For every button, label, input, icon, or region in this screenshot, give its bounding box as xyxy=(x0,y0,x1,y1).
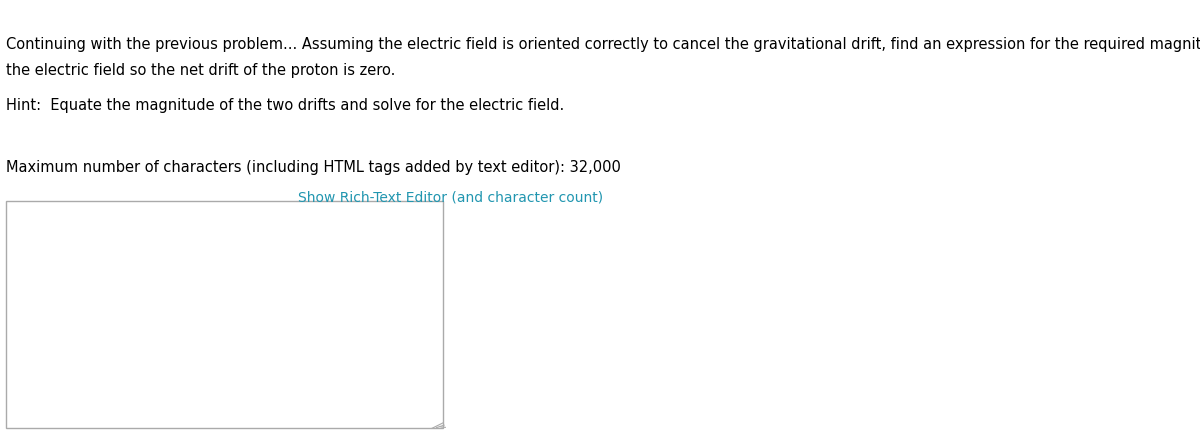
Text: Hint:  Equate the magnitude of the two drifts and solve for the electric field.: Hint: Equate the magnitude of the two dr… xyxy=(6,98,564,113)
Text: Continuing with the previous problem... Assuming the electric field is oriented : Continuing with the previous problem... … xyxy=(6,37,1200,52)
FancyBboxPatch shape xyxy=(6,201,443,428)
Text: the electric field so the net drift of the proton is zero.: the electric field so the net drift of t… xyxy=(6,63,396,78)
Text: Show Rich-Text Editor (and character count): Show Rich-Text Editor (and character cou… xyxy=(298,190,604,204)
Text: Maximum number of characters (including HTML tags added by text editor): 32,000: Maximum number of characters (including … xyxy=(6,160,622,174)
